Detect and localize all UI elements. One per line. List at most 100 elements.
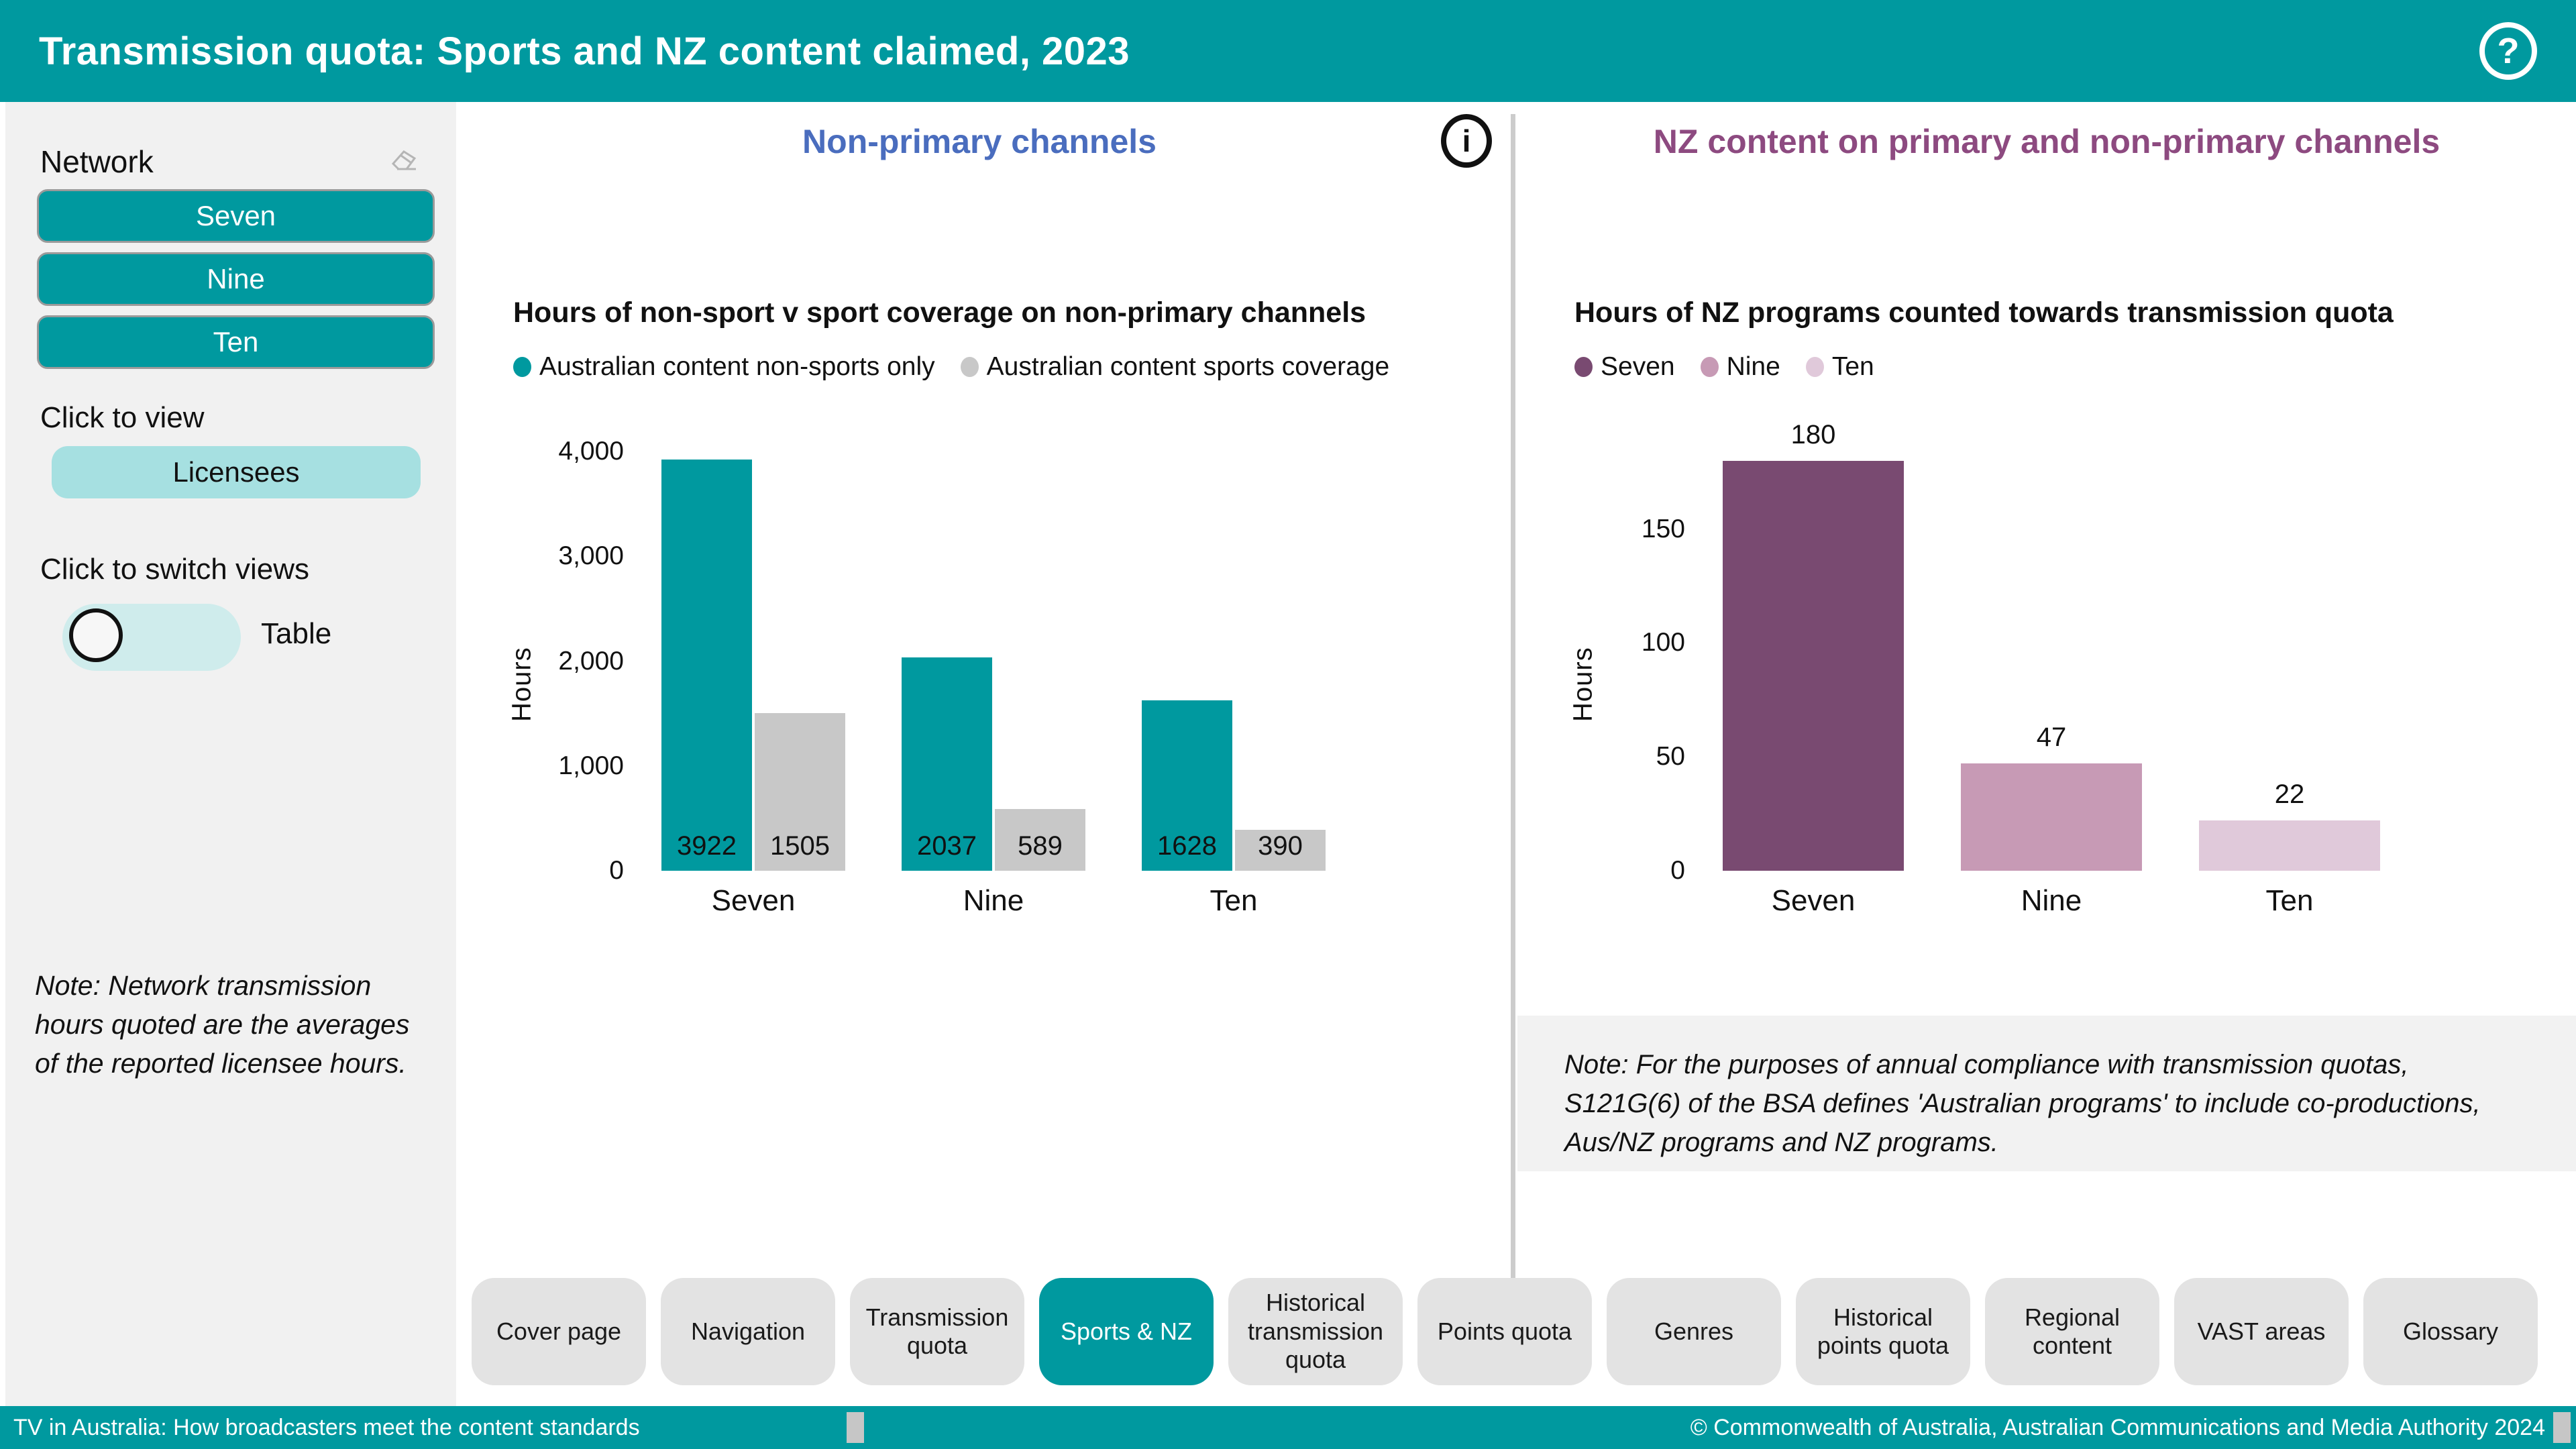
tab-glossary[interactable]: Glossary	[2363, 1278, 2538, 1385]
bar-seven-australian-content-sports-coverage[interactable]	[755, 712, 845, 871]
bar-nine-australian-content-non-sports-only[interactable]	[902, 657, 992, 871]
bar-column: 390	[1235, 451, 1326, 871]
bar-value-label: 3922	[677, 831, 737, 861]
tab-historical-points-quota[interactable]: Historical points quota	[1796, 1278, 1970, 1385]
x-axis-label-nine: Nine	[2021, 884, 2082, 917]
clear-filter-icon[interactable]	[384, 141, 421, 178]
tab-historical-transmission-quota[interactable]: Historical transmission quota	[1228, 1278, 1403, 1385]
legend-dot	[960, 357, 979, 377]
bar-column: 3922	[661, 451, 752, 871]
tab-points-quota[interactable]: Points quota	[1417, 1278, 1592, 1385]
bar-nine-australian-content-sports-coverage[interactable]	[995, 808, 1085, 871]
y-axis-tick-label: 50	[1656, 742, 1685, 771]
bar-column: 1628	[1142, 451, 1232, 871]
x-axis-label-seven: Seven	[1771, 884, 1856, 917]
nz-content-chart: Hours of NZ programs counted towards tra…	[1517, 297, 2576, 918]
tab-transmission-quota[interactable]: Transmission quota	[850, 1278, 1024, 1385]
network-button-ten[interactable]: Ten	[37, 315, 435, 369]
x-axis-label-ten: Ten	[2265, 884, 2314, 917]
y-axis-tick-label: 0	[609, 856, 624, 885]
bar-value-label: 1628	[1157, 831, 1217, 861]
bar-value-label: 589	[1018, 831, 1063, 861]
y-axis-tick-label: 4,000	[558, 437, 624, 466]
tab-sports-nz[interactable]: Sports & NZ	[1039, 1278, 1214, 1385]
info-icon[interactable]: i	[1441, 114, 1492, 168]
y-axis-tick-label: 100	[1641, 628, 1685, 657]
bar-column: 22	[2199, 451, 2380, 871]
legend-label: Australian content sports coverage	[986, 352, 1390, 381]
bar-nine[interactable]	[1961, 763, 2142, 871]
y-axis-tick-label: 150	[1641, 514, 1685, 543]
nz-note-band: Note: For the purposes of annual complia…	[1517, 1016, 2576, 1171]
bar-column: 2037	[902, 451, 992, 871]
info-glyph: i	[1462, 123, 1471, 158]
help-glyph: ?	[2497, 31, 2520, 71]
x-axis-label-nine: Nine	[963, 884, 1024, 917]
footer-left-text: TV in Australia: How broadcasters meet t…	[13, 1414, 640, 1440]
panel-divider	[1511, 114, 1515, 1278]
tab-genres[interactable]: Genres	[1607, 1278, 1781, 1385]
legend-label: Nine	[1726, 352, 1780, 381]
tab-cover-page[interactable]: Cover page	[472, 1278, 646, 1385]
bar-ten[interactable]	[2199, 820, 2380, 871]
bar-column: 589	[995, 451, 1085, 871]
scrollbar-thumb[interactable]	[847, 1412, 864, 1443]
network-filter-title: Network	[40, 144, 154, 179]
nz-note-text: Note: For the purposes of annual complia…	[1564, 1050, 2481, 1157]
view-toggle[interactable]	[62, 604, 241, 671]
legend-label: Seven	[1601, 352, 1675, 381]
y-axis: 150 100 50 0	[1602, 451, 1703, 885]
legend-item-ten[interactable]: Ten	[1805, 352, 1874, 382]
bar-value-label: 47	[2036, 722, 2067, 753]
plot-area: 3922 1505 2037 589 1628 390	[661, 451, 1326, 871]
bar-column: 180	[1723, 420, 1904, 871]
tab-regional-content[interactable]: Regional content	[1985, 1278, 2159, 1385]
chart-legend: Australian content non-sports only Austra…	[513, 352, 1511, 382]
y-axis-tick-label: 2,000	[558, 646, 624, 676]
scrollbar-thumb[interactable]	[2553, 1412, 2571, 1443]
chart-title: Hours of NZ programs counted towards tra…	[1574, 297, 2394, 329]
plot-area: 180 47 22	[1723, 420, 2380, 871]
legend-dot	[1805, 357, 1824, 377]
bar-group-seven: 180	[1723, 420, 1904, 871]
network-button-seven[interactable]: Seven	[37, 189, 435, 243]
legend-dot	[1700, 357, 1719, 377]
network-button-nine[interactable]: Nine	[37, 252, 435, 306]
tab-vast-areas[interactable]: VAST areas	[2174, 1278, 2349, 1385]
nz-content-panel-title: NZ content on primary and non-primary ch…	[1653, 123, 2440, 160]
toggle-knob[interactable]	[69, 608, 123, 662]
x-axis-label-ten: Ten	[1210, 884, 1258, 917]
licensees-button[interactable]: Licensees	[52, 446, 421, 498]
tab-navigation[interactable]: Navigation	[661, 1278, 835, 1385]
bar-seven[interactable]	[1723, 460, 1904, 871]
legend-item-australian-content-non-sports-only[interactable]: Australian content non-sports only	[513, 352, 935, 382]
bar-group-seven: 3922 1505	[661, 451, 845, 871]
chart-title: Hours of non-sport v sport coverage on n…	[513, 297, 1366, 329]
y-axis-tick-label: 0	[1670, 856, 1685, 885]
legend-item-australian-content-sports-coverage[interactable]: Australian content sports coverage	[960, 352, 1390, 382]
legend-dot	[513, 357, 531, 377]
legend-item-nine[interactable]: Nine	[1700, 352, 1780, 382]
y-axis-title: Hours	[1568, 647, 1598, 722]
legend-dot	[1574, 357, 1593, 377]
bar-column: 1505	[755, 451, 845, 871]
help-icon[interactable]: ?	[2479, 22, 2537, 80]
x-axis-labels: Seven Nine Ten	[661, 884, 1326, 918]
legend-label: Ten	[1831, 352, 1874, 381]
y-axis-tick-label: 3,000	[558, 541, 624, 571]
bar-ten-australian-content-non-sports-only[interactable]	[1142, 700, 1232, 871]
filter-sidebar: Network Seven Nine Ten Click to view Licen…	[5, 102, 456, 1406]
bar-group-nine: 47	[1961, 451, 2142, 871]
x-axis-labels: Seven Nine Ten	[1723, 884, 2380, 918]
y-axis-tick-label: 1,000	[558, 751, 624, 780]
footer-bar: TV in Australia: How broadcasters meet t…	[0, 1406, 2576, 1449]
bar-group-nine: 2037 589	[902, 451, 1085, 871]
bar-seven-australian-content-non-sports-only[interactable]	[661, 460, 752, 871]
legend-item-seven[interactable]: Seven	[1574, 352, 1675, 382]
bar-column: 47	[1961, 451, 2142, 871]
toggle-label: Table	[261, 617, 332, 650]
bar-ten-australian-content-sports-coverage[interactable]	[1235, 830, 1326, 871]
y-axis: 4,000 3,000 2,000 1,000 0	[541, 437, 641, 885]
bar-group-ten: 1628 390	[1142, 451, 1326, 871]
